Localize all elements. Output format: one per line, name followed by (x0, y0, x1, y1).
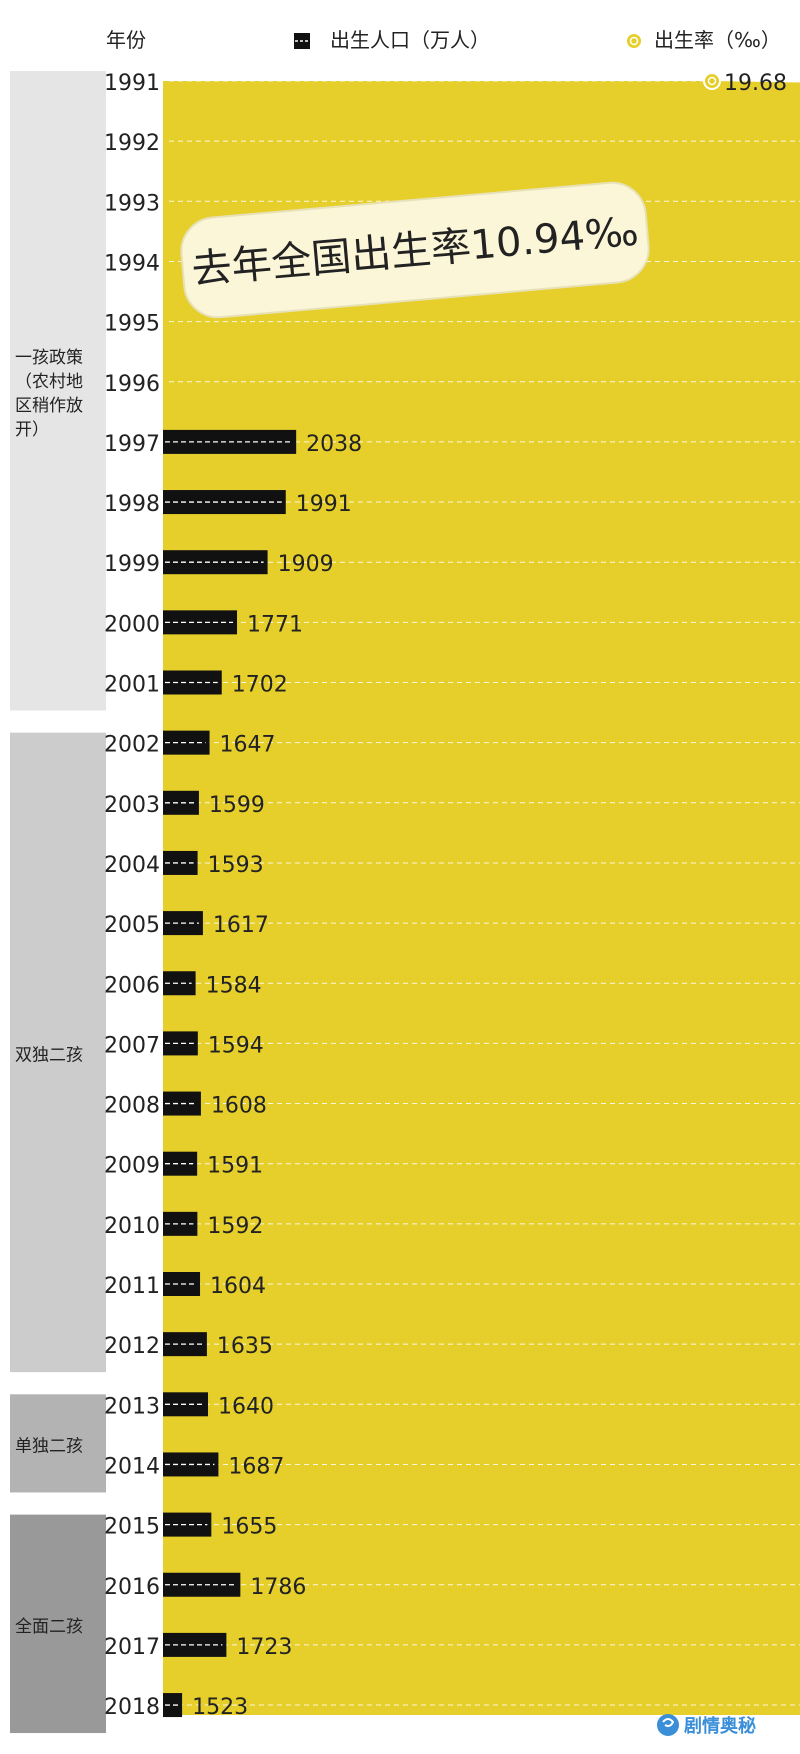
population-label: 1594 (208, 1033, 264, 1058)
year-tick-label: 2006 (104, 973, 160, 998)
year-tick-label: 2002 (104, 733, 160, 758)
legend-rate-marker-core (629, 36, 639, 46)
population-label: 1599 (209, 793, 265, 818)
policy-band (10, 1514, 106, 1734)
year-tick-label: 2009 (104, 1154, 160, 1179)
year-tick-label: 2004 (104, 853, 160, 878)
year-tick-label: 1999 (104, 552, 160, 577)
year-tick-label: 1995 (104, 312, 160, 337)
population-bars: 2038 1991 1909 1771 1702 1647 1599 1593 1617 1584… (163, 429, 362, 1720)
year-axis: 1991 1992 1993 1994 1995 1996 1997 1998 1999 2000… (104, 71, 160, 1720)
year-tick-label: 2018 (104, 1695, 160, 1720)
population-label: 1523 (192, 1695, 248, 1720)
year-tick-label: 2005 (104, 913, 160, 938)
population-label: 1608 (211, 1094, 267, 1119)
year-tick-label: 1992 (104, 131, 160, 156)
year-tick-label: 2003 (104, 793, 160, 818)
policy-band (10, 732, 106, 1373)
population-label: 1592 (207, 1214, 263, 1239)
population-label: 1723 (236, 1635, 292, 1660)
year-tick-label: 2015 (104, 1515, 160, 1540)
year-header: 年份 (106, 28, 146, 52)
policy-label: 双独二孩 (15, 1045, 83, 1065)
year-tick-label: 1993 (104, 191, 160, 216)
population-bar (163, 1512, 212, 1537)
policy-band (10, 71, 106, 711)
year-tick-label: 2011 (104, 1274, 160, 1299)
rate-markers: 19.6818.2418.0917.717.1216.9816.5716.031… (703, 71, 787, 96)
year-tick-label: 1996 (104, 372, 160, 397)
year-tick-label: 2014 (104, 1454, 160, 1479)
rate-label: 19.68 (724, 71, 787, 96)
policy-label: 一孩政策 (15, 348, 83, 368)
headline-badge: 去年全国出生率10.94‰ (180, 181, 650, 319)
legend-rate: 出生率（‰） (654, 28, 781, 52)
year-tick-label: 2008 (104, 1094, 160, 1119)
population-label: 1655 (221, 1515, 277, 1540)
chart-header: 年份 出生人口（万人） 出生率（‰） (106, 28, 781, 52)
policy-label: （农村地 (15, 372, 83, 392)
population-label: 1702 (232, 673, 288, 698)
year-tick-label: 1994 (104, 251, 160, 276)
headline-background (180, 181, 650, 319)
watermark-logo-swirl (662, 1718, 675, 1727)
population-label: 2038 (306, 432, 362, 457)
population-label: 1786 (250, 1575, 306, 1600)
population-label: 1909 (278, 552, 334, 577)
birth-rate-area (163, 80, 800, 1715)
watermark-text: 剧情奥秘 (684, 1715, 756, 1737)
policy-label: 单独二孩 (15, 1436, 83, 1456)
population-label: 1617 (213, 913, 269, 938)
rate-marker-core (707, 76, 717, 86)
policy-label: 开） (15, 420, 49, 440)
year-tick-label: 2010 (104, 1214, 160, 1239)
population-label: 1593 (208, 853, 264, 878)
year-tick-label: 1997 (104, 432, 160, 457)
policy-band (10, 1394, 106, 1493)
year-tick-label: 2007 (104, 1033, 160, 1058)
year-tick-label: 2013 (104, 1394, 160, 1419)
year-tick-label: 1991 (104, 71, 160, 96)
birth-rate-shape (163, 81, 800, 1715)
legend-population: 出生人口（万人） (330, 28, 490, 52)
year-tick-label: 2000 (104, 612, 160, 637)
population-label: 1687 (228, 1454, 284, 1479)
year-tick-label: 2016 (104, 1575, 160, 1600)
year-tick-label: 2017 (104, 1635, 160, 1660)
year-tick-label: 1998 (104, 492, 160, 517)
population-bar (163, 1693, 183, 1718)
population-label: 1604 (210, 1274, 266, 1299)
population-label: 1647 (220, 733, 276, 758)
population-label: 1591 (207, 1154, 263, 1179)
policy-label: 区稍作放 (15, 396, 83, 416)
population-label: 1991 (296, 492, 352, 517)
policy-label: 全面二孩 (15, 1617, 83, 1637)
population-label: 1771 (247, 612, 303, 637)
population-label: 1635 (217, 1334, 273, 1359)
population-label: 1640 (218, 1394, 274, 1419)
year-tick-label: 2012 (104, 1334, 160, 1359)
population-label: 1584 (206, 973, 262, 998)
watermark: 剧情奥秘 (657, 1714, 756, 1737)
year-tick-label: 2001 (104, 673, 160, 698)
